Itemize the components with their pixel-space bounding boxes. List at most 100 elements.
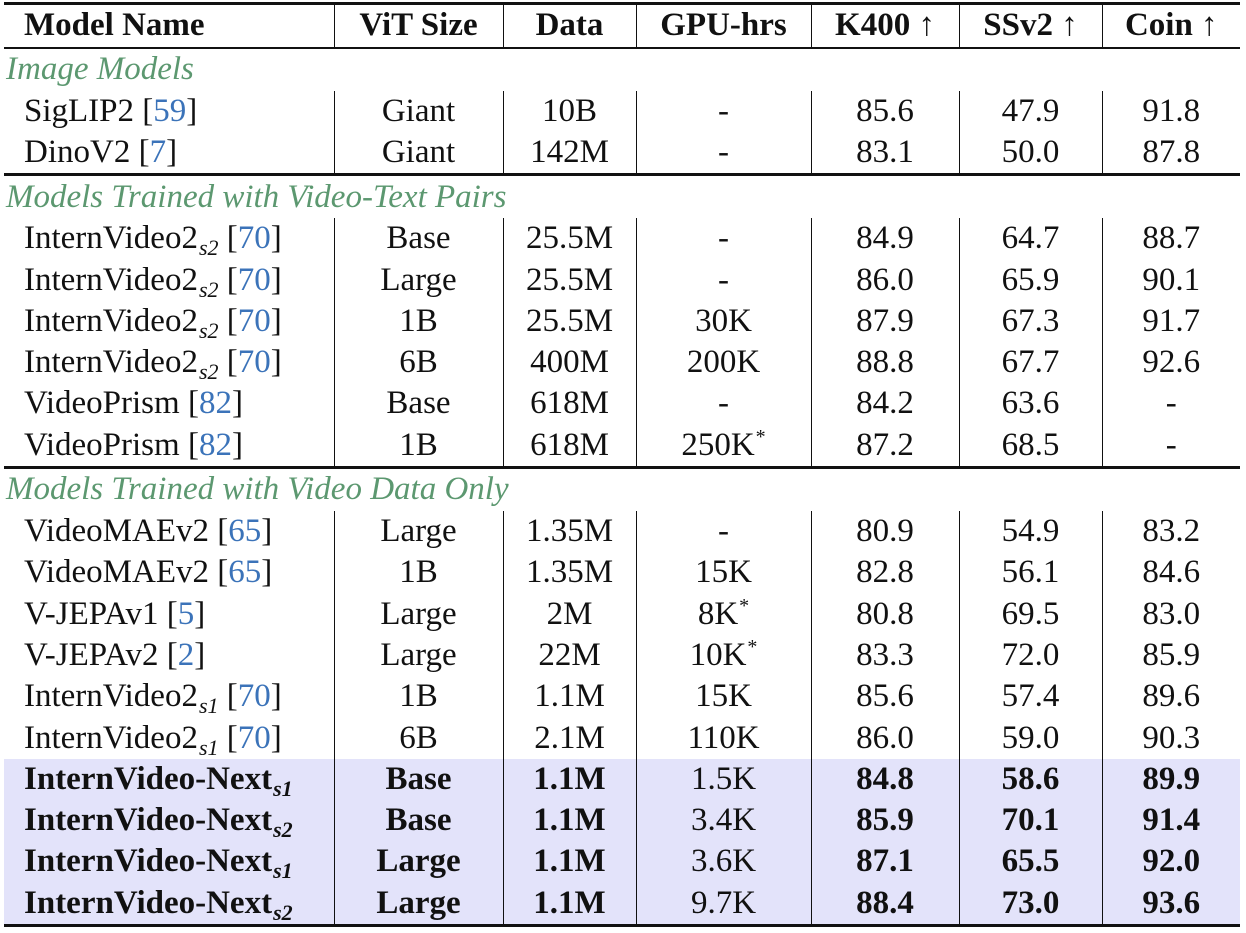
vit-size-cell: 1B	[333, 424, 503, 469]
gpu-hours-cell: -	[635, 259, 811, 301]
coin-score: 87.8	[1142, 133, 1201, 170]
data-size-cell: 1.1M	[502, 882, 636, 927]
model-name-cell: VideoPrism [82]	[4, 424, 334, 469]
vit-size: 1B	[399, 302, 438, 339]
coin-score-cell: 87.8	[1101, 131, 1240, 177]
model-name-cell: InternVideo-Nexts2	[4, 799, 334, 842]
model-subscript: s1	[273, 775, 293, 801]
k400-score-cell: 87.2	[810, 424, 959, 469]
model-name: InternVideo-Next	[24, 843, 273, 880]
ssv2-score-cell: 65.9	[958, 259, 1102, 301]
vit-size-cell: 1B	[333, 300, 503, 342]
data-size: 1.35M	[525, 554, 614, 591]
data-size: 1.1M	[533, 884, 606, 921]
model-name-cell: InternVideo2s2 [70]	[24, 261, 282, 302]
table-row: VideoMAEv2 [65] 1B 1.35M 15K 82.8 56.1 84.6	[4, 552, 1240, 594]
k400-score: 80.9	[856, 513, 914, 550]
vit-size: Large	[380, 513, 457, 550]
k400-score: 88.4	[856, 884, 914, 921]
model-subscript: s2	[198, 359, 219, 385]
gpu-hours-cell: -	[635, 90, 811, 132]
ssv2-score-cell: 56.1	[958, 552, 1102, 594]
k400-score: 83.3	[856, 636, 914, 673]
k400-score-cell: 86.0	[810, 259, 959, 301]
table-row: InternVideo2s2 [70] 6B 400M 200K 88.8 67.7 92.…	[4, 341, 1240, 385]
vit-size-cell: Large	[333, 593, 503, 635]
ssv2-score-cell: 59.0	[958, 717, 1102, 759]
gpu-hours: -	[718, 92, 729, 129]
model-name-cell: InternVideo-Nexts1	[4, 758, 334, 801]
model-name: InternVideo2	[24, 261, 198, 298]
coin-score: -	[1165, 426, 1177, 463]
coin-score-cell: -	[1101, 424, 1240, 469]
column-header: SSv2 ↑	[958, 2, 1102, 49]
k400-score-cell: 85.6	[810, 676, 959, 718]
gpu-hours: 3.4K	[690, 802, 757, 839]
section-row: Models Trained with Video-Text Pairs	[4, 175, 1240, 219]
k400-score-cell: 83.3	[810, 634, 959, 677]
ssv2-score-cell: 73.0	[958, 882, 1102, 927]
vit-size-cell: 6B	[333, 717, 503, 759]
ssv2-score-cell: 54.9	[958, 510, 1102, 553]
table-row: DinoV2 [7] Giant 142M - 83.1 50.0 87.8	[4, 131, 1240, 177]
coin-score-cell: 91.7	[1101, 300, 1240, 342]
vit-size-cell: Large	[333, 259, 503, 301]
k400-score: 88.8	[856, 344, 914, 381]
model-name: VideoMAEv2	[24, 513, 209, 550]
k400-score: 87.1	[856, 843, 914, 880]
coin-score-cell: 90.3	[1101, 717, 1240, 759]
gpu-hours-cell: -	[635, 218, 811, 260]
citation-ref: 7	[149, 133, 167, 170]
vit-size: Large	[376, 884, 461, 921]
model-name: InternVideo2	[24, 719, 198, 756]
k400-score-cell: 85.6	[810, 90, 959, 132]
ssv2-score: 70.1	[1001, 802, 1060, 839]
k400-score: 85.9	[856, 802, 914, 839]
k400-score-cell: 80.8	[810, 593, 959, 635]
vit-size: 1B	[399, 554, 438, 591]
coin-score-cell: 90.1	[1101, 259, 1240, 301]
data-size: 1.1M	[533, 802, 606, 839]
ssv2-score: 50.0	[1001, 133, 1060, 170]
vit-size: Base	[386, 220, 451, 257]
table-row: InternVideo2s1 [70] 1B 1.1M 15K 85.6 57.4 89.6	[4, 676, 1240, 719]
gpu-hours: 8K	[697, 595, 739, 632]
coin-score-cell: 89.6	[1101, 676, 1240, 718]
ssv2-score-cell: 70.1	[958, 799, 1102, 842]
data-size: 1.1M	[533, 843, 606, 880]
k400-score-cell: 83.1	[810, 131, 959, 177]
k400-score: 83.1	[856, 133, 914, 170]
k400-score-cell: 88.4	[810, 882, 959, 927]
model-name: VideoMAEv2	[24, 554, 209, 591]
table-body: Image Models SigLIP2 [59] Giant 10B - 85.6 47.…	[4, 48, 1240, 927]
table-row: InternVideo2s2 [70] 1B 25.5M 30K 87.9 67.3 91.…	[4, 300, 1240, 343]
coin-score: 93.6	[1142, 884, 1201, 921]
table-row: InternVideo-Nexts2 Base 1.1M 3.4K 85.9 70.1 91…	[4, 799, 1240, 842]
coin-score-cell: 84.6	[1101, 552, 1240, 594]
gpu-hours: 250K	[681, 426, 755, 463]
coin-score: 90.1	[1142, 261, 1201, 298]
section-title: Models Trained with Video-Text Pairs	[6, 178, 507, 215]
gpu-hours-cell: 3.4K	[635, 799, 811, 842]
vit-size: Large	[380, 261, 457, 298]
k400-score-cell: 86.0	[810, 717, 959, 759]
table-row: InternVideo2s2 [70] Base 25.5M - 84.9 64.7 88.…	[4, 218, 1240, 260]
ssv2-score: 56.1	[1001, 554, 1060, 591]
data-size: 2M	[546, 595, 593, 632]
section-title: Image Models	[6, 51, 194, 87]
gpu-hours-cell: 15K	[635, 676, 811, 718]
model-subscript: s1	[198, 734, 219, 760]
data-size-cell: 25.5M	[502, 259, 636, 301]
ssv2-score-cell: 69.5	[958, 593, 1102, 635]
results-table: Model Name ViT Size Data GPU-hrs K400 ↑ SSv2 …	[4, 2, 1240, 927]
vit-size-cell: Base	[333, 218, 503, 260]
data-size: 142M	[530, 133, 609, 170]
vit-size-cell: Base	[333, 383, 503, 425]
model-name-cell: InternVideo2s1 [70]	[24, 678, 282, 719]
column-header: K400 ↑	[810, 2, 959, 49]
data-size: 22M	[538, 636, 601, 673]
section-row: Image Models	[4, 48, 1240, 91]
coin-score-cell: 93.6	[1101, 882, 1240, 927]
ssv2-score: 59.0	[1001, 719, 1060, 756]
model-name: V-JEPAv1	[24, 595, 159, 632]
